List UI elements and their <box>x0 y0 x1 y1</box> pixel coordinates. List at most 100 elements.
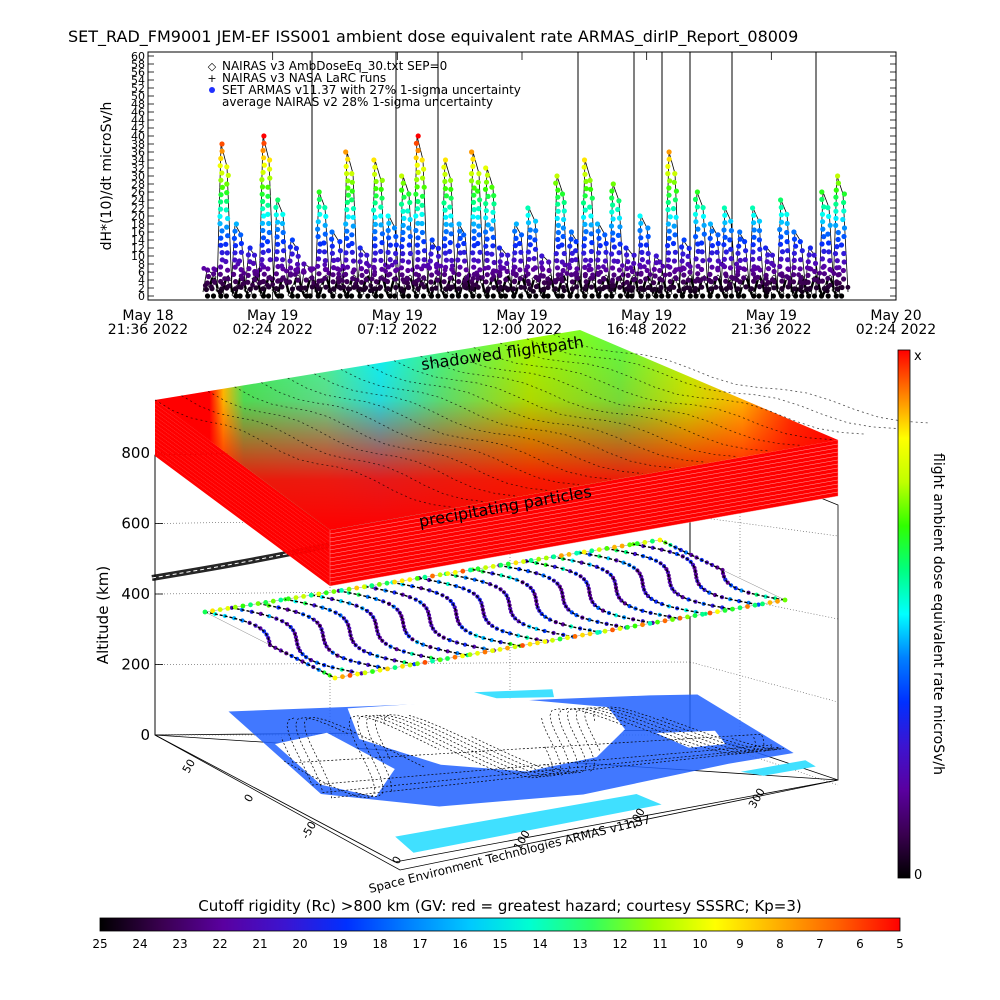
armas-point <box>766 287 772 292</box>
legend-label: NAIRAS v3 NASA LaRC runs <box>222 71 386 85</box>
armas-point <box>287 279 293 285</box>
armas-point <box>429 244 436 250</box>
armas-point <box>428 279 434 285</box>
flightpath-edge-point <box>595 630 600 635</box>
armas-point <box>645 250 651 257</box>
armas-point <box>316 271 322 277</box>
armas-point <box>588 231 594 237</box>
armas-point <box>315 234 321 240</box>
armas-point <box>518 249 524 255</box>
armas-point <box>722 220 728 226</box>
armas-point <box>709 264 715 270</box>
armas-point <box>671 258 678 264</box>
armas-point <box>322 222 328 228</box>
top-layer-slab-left <box>155 436 330 570</box>
y-tick-label: 30 <box>131 170 145 183</box>
ground-track-line <box>295 717 780 793</box>
rigidity-tick-label: 7 <box>816 937 824 951</box>
armas-point <box>299 285 304 291</box>
y-tick-label: 52 <box>131 82 145 95</box>
armas-point <box>349 171 355 177</box>
armas-point <box>475 240 481 247</box>
land-mass <box>347 698 625 772</box>
armas-point <box>686 245 692 251</box>
armas-point <box>482 266 488 271</box>
armas-point <box>505 252 511 258</box>
armas-point <box>429 237 435 243</box>
flightpath-edge-point <box>581 549 587 555</box>
armas-point <box>218 199 224 205</box>
armas-point <box>294 261 301 267</box>
armas-point <box>354 277 360 283</box>
flightpath-point <box>720 605 725 610</box>
armas-point <box>568 236 574 242</box>
y-tick-label: 28 <box>131 178 145 191</box>
longitude-axis-line <box>394 779 839 863</box>
flightpath-edge-point <box>604 546 610 551</box>
armas-point <box>335 257 341 263</box>
armas-point <box>688 288 693 294</box>
armas-point <box>807 285 813 291</box>
armas-point <box>643 242 650 248</box>
armas-point <box>372 257 378 263</box>
ground-track-line <box>543 707 698 774</box>
flightpath-edge-point <box>452 570 458 575</box>
ground-track-line <box>471 708 628 775</box>
armas-point <box>442 243 448 249</box>
armas-point <box>224 198 230 204</box>
armas-point <box>261 155 267 161</box>
armas-point <box>331 257 337 263</box>
armas-point <box>553 251 559 257</box>
ground-track-line <box>383 714 562 777</box>
armas-point <box>707 293 713 299</box>
armas-point <box>659 293 665 299</box>
armas-point <box>400 222 406 228</box>
rigidity-tick-label: 6 <box>856 937 864 951</box>
armas-point <box>665 257 672 263</box>
armas-point <box>709 228 715 234</box>
armas-point <box>617 293 624 299</box>
armas-point <box>317 211 323 217</box>
armas-point <box>419 193 426 199</box>
armas-point <box>415 147 421 154</box>
armas-point <box>728 256 734 262</box>
armas-point <box>672 269 677 275</box>
armas-point <box>834 286 840 292</box>
armas-point <box>358 252 364 258</box>
flightpath-edge-point <box>670 617 675 622</box>
armas-point <box>385 286 391 292</box>
flightpath-point <box>347 626 352 631</box>
flightpath-edge-point <box>589 548 595 554</box>
flightpath-point <box>694 575 699 580</box>
y-tick-label: 8 <box>138 258 145 271</box>
armas-point <box>279 263 285 269</box>
armas-point <box>266 220 272 227</box>
armas-point <box>583 178 589 185</box>
top-layer-slab-right <box>329 491 839 587</box>
armas-point <box>220 281 226 287</box>
armas-point <box>811 277 818 283</box>
armas-point <box>490 270 495 276</box>
flightpath-track <box>659 539 786 601</box>
armas-point <box>498 284 504 290</box>
flightpath-edge-point <box>308 592 314 598</box>
y-tick-label: 14 <box>131 234 145 247</box>
back-wall-gridline <box>154 661 691 665</box>
armas-point <box>441 200 447 206</box>
flightpath-point <box>526 569 531 574</box>
armas-point <box>841 233 847 240</box>
armas-point <box>405 267 411 274</box>
flightpath-point <box>426 613 432 618</box>
y-tick-label: 44 <box>131 114 145 127</box>
armas-point <box>833 187 839 193</box>
armas-point <box>751 234 757 240</box>
y-tick-label: 18 <box>131 218 145 231</box>
armas-point <box>799 248 805 254</box>
armas-point <box>265 202 271 208</box>
armas-point <box>489 226 495 232</box>
armas-point <box>808 266 814 272</box>
armas-point <box>707 271 713 277</box>
armas-point <box>399 244 405 250</box>
armas-point <box>233 279 239 285</box>
armas-point <box>752 275 758 281</box>
